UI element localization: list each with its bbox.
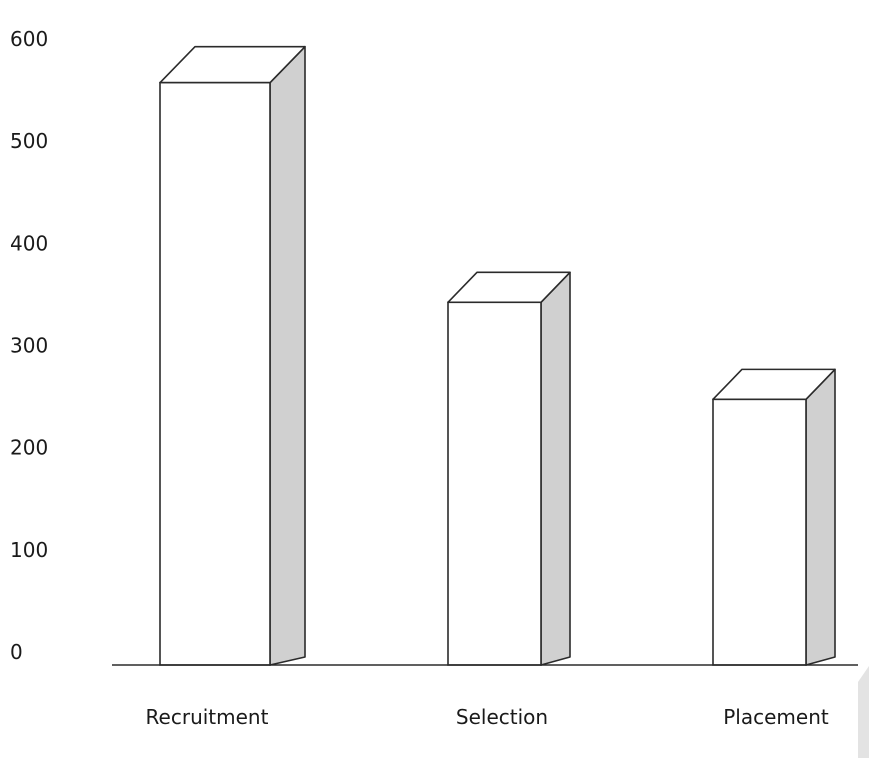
bars	[159, 45, 836, 666]
bar	[712, 398, 807, 666]
y-tick-label: 300	[10, 334, 48, 358]
bar	[447, 301, 542, 666]
y-tick-label: 0	[10, 640, 23, 664]
x-category-label: Recruitment	[146, 705, 269, 729]
x-axis-labels: Recruitment Selection Placement	[146, 705, 829, 729]
y-tick-label: 600	[10, 27, 48, 51]
bar-side-face	[269, 45, 306, 666]
x-category-label: Placement	[723, 705, 829, 729]
bar-side-face	[540, 271, 571, 666]
y-tick-label: 400	[10, 231, 48, 255]
bar-side-face	[805, 368, 836, 666]
y-tick-label: 100	[10, 538, 48, 562]
y-axis-labels: 0 100 200 300 400 500 600	[10, 27, 48, 664]
x-category-label: Selection	[456, 705, 548, 729]
corner-shadow-decoration	[858, 666, 869, 758]
y-tick-label: 200	[10, 436, 48, 460]
y-tick-label: 500	[10, 129, 48, 153]
bar	[159, 81, 271, 666]
